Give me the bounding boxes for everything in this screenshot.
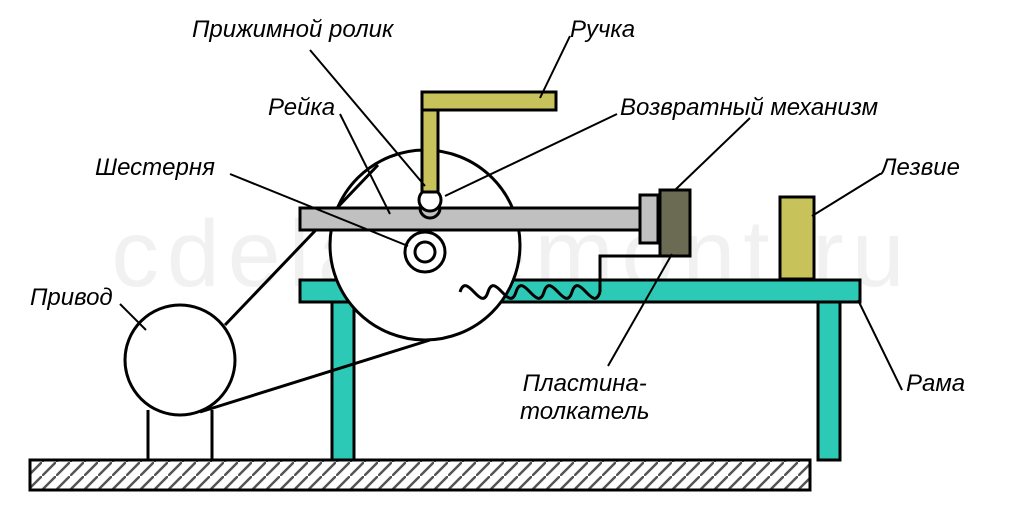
label-gear: Шестерня (95, 154, 215, 182)
diagram-root: { "canvas": { "w": 1024, "h": 520, "bg":… (0, 0, 1024, 520)
label-pressure-roller: Прижимной ролик (192, 16, 393, 44)
label-blade: Лезвие (880, 154, 960, 182)
label-return-mech: Возвратный механизм (620, 94, 878, 122)
label-frame: Рама (906, 370, 965, 398)
diagram-svg (0, 0, 1024, 520)
label-handle: Ручка (570, 16, 635, 44)
label-pusher: Пластина-толкатель (520, 370, 649, 425)
label-drive: Привод (30, 284, 113, 312)
label-rack: Рейка (268, 94, 335, 122)
